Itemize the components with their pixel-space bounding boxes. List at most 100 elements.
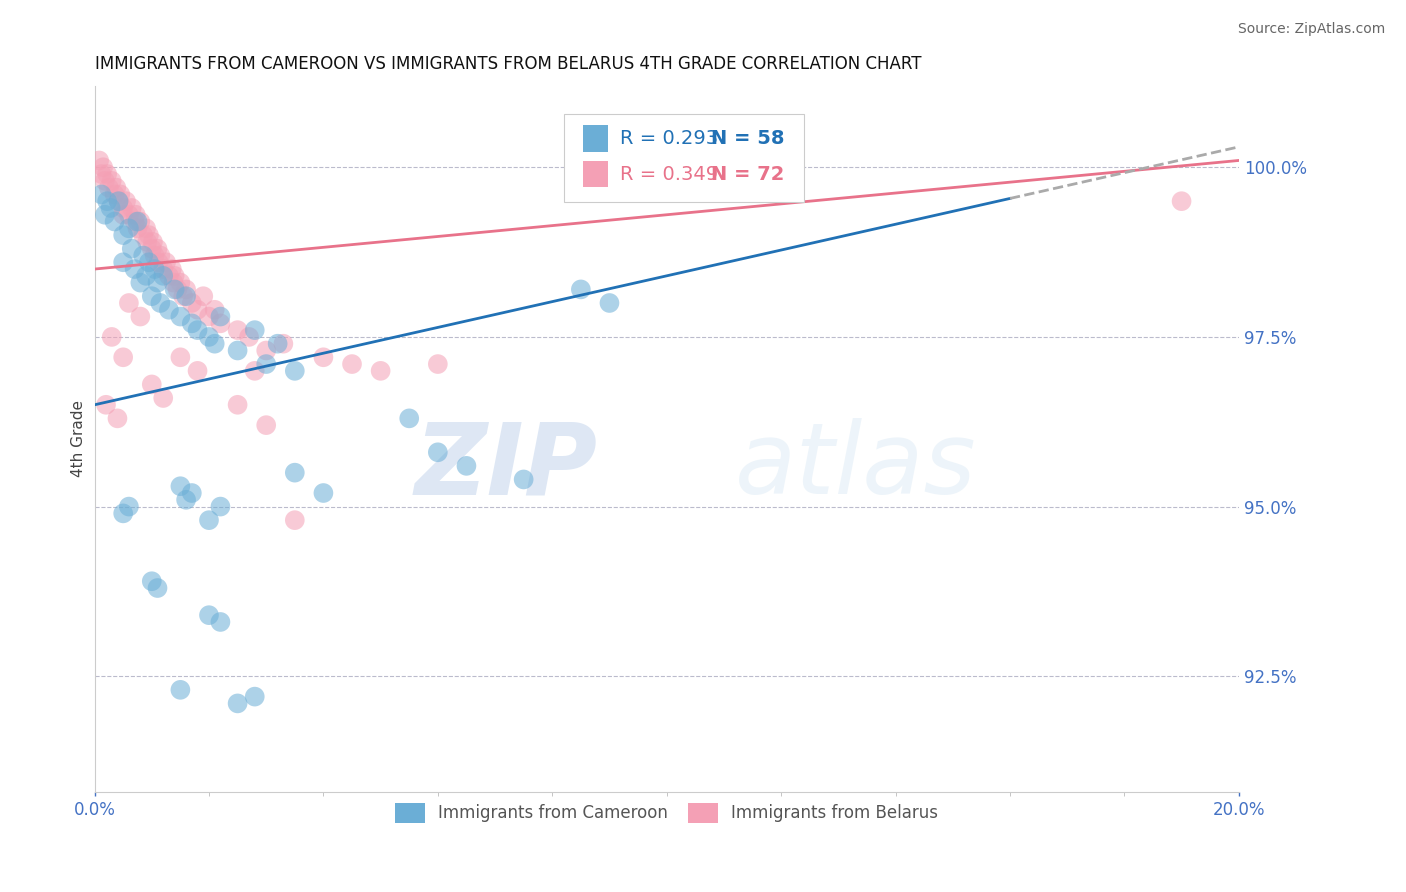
Point xyxy=(146,242,169,256)
Point xyxy=(180,486,202,500)
Point xyxy=(112,255,135,269)
Text: IMMIGRANTS FROM CAMEROON VS IMMIGRANTS FROM BELARUS 4TH GRADE CORRELATION CHART: IMMIGRANTS FROM CAMEROON VS IMMIGRANTS F… xyxy=(94,55,921,73)
Point xyxy=(121,201,143,215)
Point xyxy=(105,180,128,194)
Point xyxy=(169,310,191,324)
Point xyxy=(142,235,165,249)
Point xyxy=(112,208,135,222)
Point xyxy=(456,458,478,473)
Point xyxy=(180,296,202,310)
Point xyxy=(138,255,160,269)
Point xyxy=(312,351,335,365)
Point xyxy=(284,513,307,527)
Point xyxy=(209,615,232,629)
Point xyxy=(187,323,209,337)
Point xyxy=(127,221,149,235)
Point xyxy=(141,574,163,589)
Point xyxy=(96,194,118,209)
Point xyxy=(129,310,152,324)
Point xyxy=(132,248,155,262)
Bar xyxy=(583,161,609,187)
Point xyxy=(91,160,114,174)
Point xyxy=(169,479,191,493)
Point xyxy=(124,262,146,277)
Point xyxy=(97,180,120,194)
Point xyxy=(174,492,197,507)
Point xyxy=(94,174,117,188)
Point xyxy=(94,398,117,412)
Point xyxy=(107,194,129,209)
Point xyxy=(127,214,149,228)
Point xyxy=(100,201,122,215)
Point xyxy=(180,316,202,330)
Point xyxy=(204,336,226,351)
Point xyxy=(143,262,166,277)
Point xyxy=(426,445,449,459)
Point xyxy=(226,398,249,412)
Point xyxy=(118,208,141,222)
Point xyxy=(1170,194,1192,209)
Point xyxy=(157,302,180,317)
Point xyxy=(370,364,392,378)
Point xyxy=(135,268,157,283)
Point xyxy=(129,276,152,290)
Point xyxy=(149,296,172,310)
Point xyxy=(169,682,191,697)
Point xyxy=(118,296,141,310)
Point xyxy=(148,255,170,269)
Point xyxy=(132,228,155,243)
Point xyxy=(107,411,129,425)
Point xyxy=(141,289,163,303)
Point xyxy=(254,343,277,358)
Text: N = 72: N = 72 xyxy=(711,164,785,184)
Point xyxy=(104,214,127,228)
Point xyxy=(163,282,186,296)
Point xyxy=(100,330,122,344)
Bar xyxy=(583,126,609,153)
Point xyxy=(89,153,111,168)
Point xyxy=(112,228,135,243)
Point xyxy=(398,411,420,425)
Point xyxy=(160,262,183,277)
Point xyxy=(243,690,266,704)
Point xyxy=(136,235,159,249)
Point xyxy=(141,377,163,392)
Point xyxy=(254,357,277,371)
Point xyxy=(284,364,307,378)
Point xyxy=(146,276,169,290)
Point xyxy=(135,221,157,235)
Text: N = 58: N = 58 xyxy=(711,129,785,148)
Point xyxy=(569,282,592,296)
Point xyxy=(157,268,180,283)
Point xyxy=(598,296,620,310)
Point xyxy=(110,187,132,202)
Point xyxy=(118,500,141,514)
FancyBboxPatch shape xyxy=(564,114,804,202)
Point xyxy=(655,146,678,161)
Point xyxy=(243,323,266,337)
Point xyxy=(226,697,249,711)
Point xyxy=(146,581,169,595)
Point xyxy=(115,194,138,209)
Text: atlas: atlas xyxy=(735,418,977,516)
Point xyxy=(121,242,143,256)
Point xyxy=(112,507,135,521)
Point xyxy=(104,187,127,202)
Point xyxy=(94,208,117,222)
Text: R = 0.293: R = 0.293 xyxy=(620,129,718,148)
Point xyxy=(340,357,363,371)
Point xyxy=(187,302,209,317)
Point xyxy=(107,194,129,209)
Point xyxy=(155,255,177,269)
Point xyxy=(226,343,249,358)
Point xyxy=(90,187,112,202)
Point xyxy=(426,357,449,371)
Point xyxy=(312,486,335,500)
Y-axis label: 4th Grade: 4th Grade xyxy=(72,401,86,477)
Point xyxy=(169,276,191,290)
Point xyxy=(100,174,122,188)
Point xyxy=(138,228,160,243)
Point xyxy=(193,289,215,303)
Point xyxy=(209,310,232,324)
Point xyxy=(512,472,534,486)
